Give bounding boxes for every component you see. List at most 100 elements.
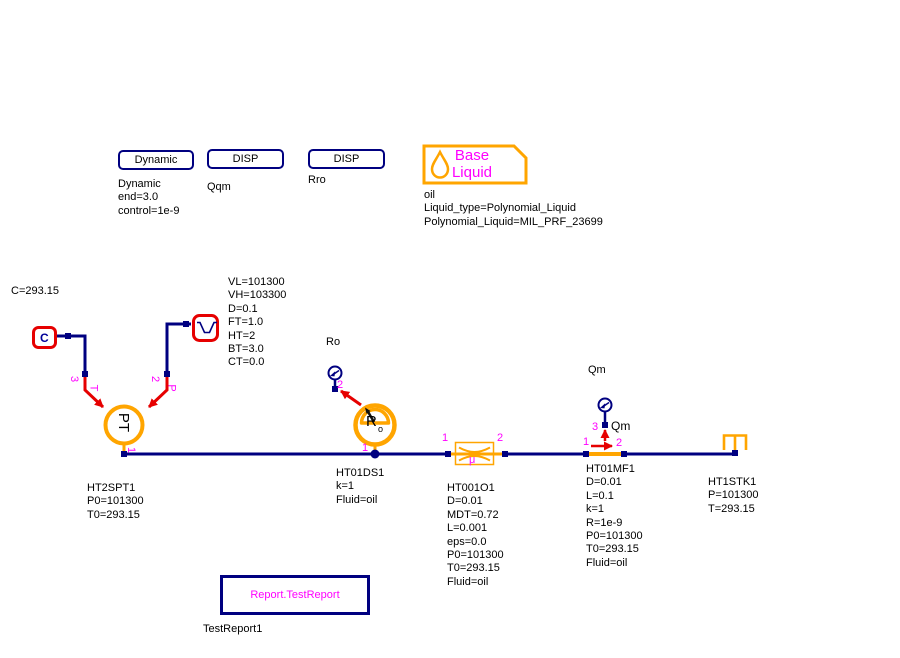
param-line: Fluid=oil: [447, 575, 489, 588]
base-liquid-title: Base Liquid: [432, 147, 512, 181]
base-liquid-card[interactable]: [422, 144, 528, 185]
pt-pin-p-arrow[interactable]: [147, 374, 169, 409]
param-line: oil: [424, 189, 436, 201]
report-label: Report.TestReport: [250, 589, 340, 601]
param-line: D=0.01: [586, 476, 622, 489]
pt-source-params: HT2SPT1 P0=101300 T0=293.15: [87, 482, 144, 522]
ro-pin1-number: 1: [362, 442, 369, 454]
pt-pin2-number: 2: [149, 375, 162, 383]
param-line: eps=0.0: [447, 535, 487, 548]
orifice-pin2-number: 2: [497, 432, 504, 444]
orifice-lower-curve: [458, 455, 491, 462]
ro-pin2-number: 2: [337, 379, 344, 391]
wire-const-to-pt[interactable]: [56, 334, 87, 375]
param-line: T=293.15: [708, 502, 755, 515]
disp-qqm-label: DISP: [232, 153, 259, 165]
orifice-params: HT001O1 D=0.01 MDT=0.72 L=0.001 eps=0.0 …: [447, 482, 504, 589]
param-line: BT=3.0: [228, 343, 264, 356]
dynamic-analysis-box[interactable]: Dynamic: [118, 150, 194, 170]
junction-dot: [82, 371, 88, 377]
pt-symbol-letters: PT: [115, 412, 133, 433]
base-liquid-params: oil Liquid_type=Polynomial_Liquid Polyno…: [424, 189, 603, 229]
ro-symbol-subscript: o: [378, 424, 384, 434]
qm-signal-name: Qm: [611, 419, 631, 433]
pulse-source-symbol[interactable]: [192, 314, 219, 342]
param-line: D=0.01: [447, 495, 483, 508]
param-line: CT=0.0: [228, 356, 265, 369]
qm-pin1-number: 1: [583, 436, 590, 448]
droplet-icon: [430, 149, 450, 179]
param-line: P=101300: [708, 489, 759, 502]
param-line: T0=293.15: [447, 562, 500, 575]
param-line: T0=293.15: [586, 543, 639, 556]
disp-qqm-instance: Qqm: [207, 181, 231, 193]
qm-probe-needle-tip: [600, 403, 606, 409]
disp-rro-instance: Rro: [308, 174, 326, 186]
base-liquid-line2: Liquid: [451, 163, 493, 181]
param-line: Fluid=oil: [586, 556, 628, 569]
pt-pin-p-label: P: [165, 384, 178, 392]
tank-params: HT1STK1 P=101300 T=293.15: [708, 476, 758, 516]
param-line: P0=101300: [87, 495, 144, 508]
orifice-body[interactable]: [454, 441, 495, 466]
junction-dot: [502, 451, 508, 457]
disp-rro-box[interactable]: DISP: [308, 149, 385, 169]
param-line: VH=103300: [228, 289, 287, 302]
disp-qqm-box[interactable]: DISP: [207, 149, 284, 169]
const-source-letter: C: [40, 331, 49, 345]
param-line: Liquid_type=Polynomial_Liquid: [424, 202, 576, 215]
param-line: end=3.0: [118, 191, 159, 204]
wire-pulse-to-pt[interactable]: [165, 322, 191, 375]
junction-dot: [732, 450, 738, 456]
junction-dot: [332, 386, 338, 392]
junction-node: [370, 449, 380, 459]
param-line: D=0.1: [228, 302, 258, 315]
param-line: HT1STK1: [708, 476, 757, 488]
param-line: k=1: [336, 480, 355, 493]
disp-rro-label: DISP: [333, 153, 360, 165]
orifice-mu-label: μ: [469, 454, 476, 466]
flow-meter-params: HT01MF1 D=0.01 L=0.1 k=1 R=1e-9 P0=10130…: [586, 463, 643, 570]
ro-signal-arrow[interactable]: [340, 389, 362, 407]
report-box[interactable]: Report.TestReport: [220, 575, 370, 615]
param-line: HT=2: [228, 329, 256, 342]
pt-pin-t-label: T: [87, 384, 100, 392]
wire-junctions: [65, 321, 738, 459]
base-liquid-line1: Base: [454, 147, 490, 164]
qm-probe-name: Qm: [588, 364, 606, 376]
dynamic-analysis-label: Dynamic: [134, 154, 178, 166]
pulse-waveform-icon: [197, 321, 217, 334]
analysis-params: Dynamic end=3.0 control=1e-9: [118, 178, 179, 218]
orifice-upper-curve: [458, 446, 491, 453]
tank-symbol[interactable]: [722, 434, 748, 451]
param-line: HT01MF1: [586, 463, 635, 475]
param-line: P0=101300: [447, 549, 504, 562]
param-line: control=1e-9: [118, 204, 180, 217]
param-line: HT2SPT1: [87, 482, 136, 494]
param-line: T0=293.15: [87, 508, 140, 521]
ro-probe-needle-tip: [330, 371, 336, 377]
param-line: L=0.001: [447, 522, 488, 535]
junction-dot: [445, 451, 451, 457]
qm-pin2-number: 2: [616, 437, 623, 449]
junction-dot: [121, 451, 127, 457]
param-line: FT=1.0: [228, 316, 264, 329]
param-line: Dynamic: [118, 178, 161, 190]
pt-pin3-number: 3: [68, 375, 81, 383]
param-line: HT001O1: [447, 482, 495, 494]
qm-pin3-number: 3: [592, 421, 599, 433]
junction-dot: [164, 371, 170, 377]
pt-pin-t-arrow[interactable]: [83, 374, 105, 409]
const-source-symbol[interactable]: [32, 326, 57, 349]
pt-pin1-number: 1: [125, 446, 138, 454]
param-line: k=1: [586, 503, 605, 516]
ro-probe-name: Ro: [326, 336, 341, 348]
junction-dot: [583, 451, 589, 457]
pt-source-symbol[interactable]: [103, 404, 145, 446]
orifice-pin1-number: 1: [442, 432, 449, 444]
report-instance-name: TestReport1: [203, 623, 263, 635]
param-line: VL=101300: [228, 276, 285, 288]
ro-gauge-needle-tip: [365, 407, 371, 414]
